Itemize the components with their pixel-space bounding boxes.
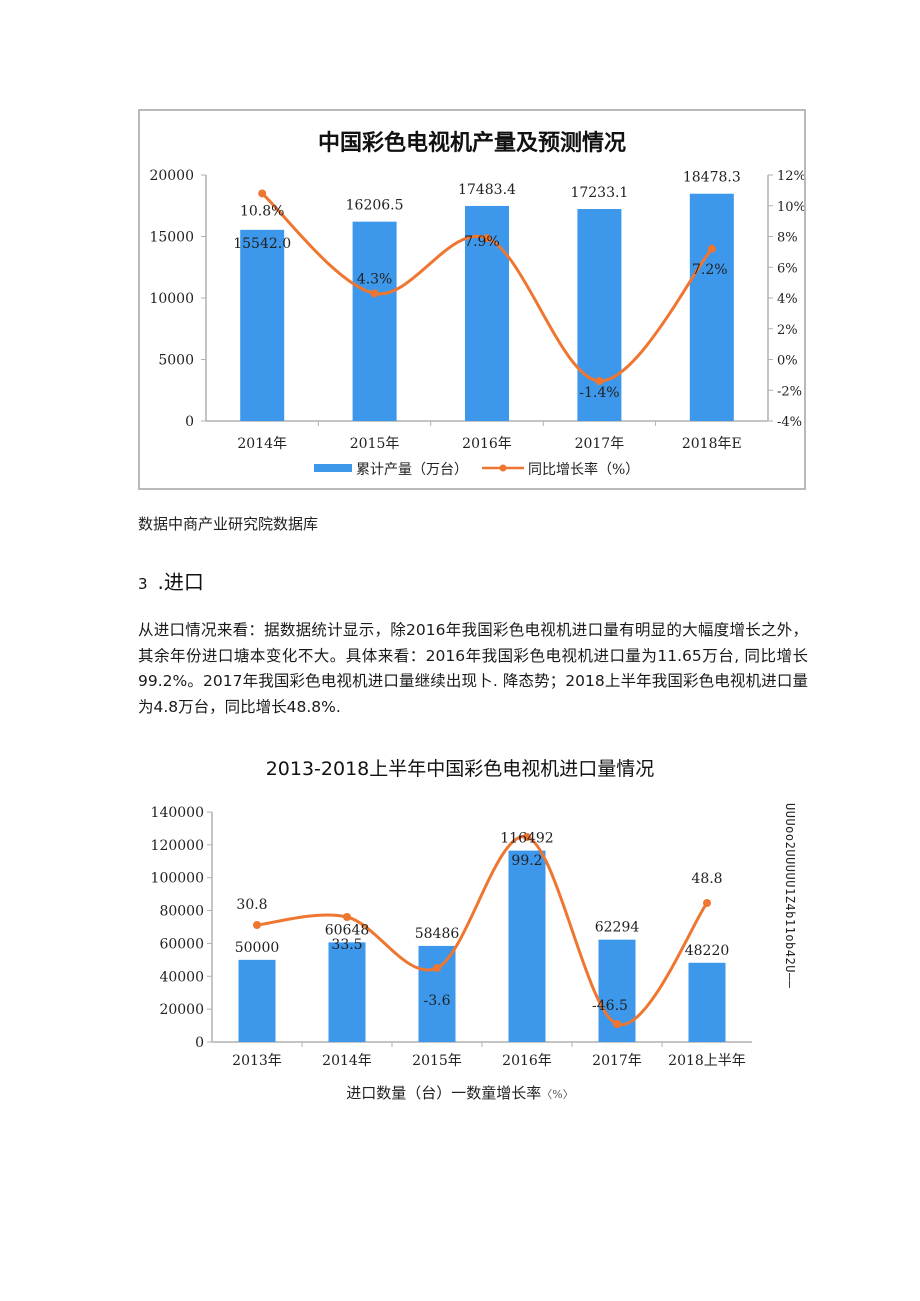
svg-text:18478.3: 18478.3 bbox=[683, 170, 741, 186]
side-ocr-artifact: UUUoo2UUUUU1Z4b11ob42U—— bbox=[783, 803, 797, 989]
chart2-legend-text: 进口数量（台）一数童增长率 bbox=[346, 1084, 542, 1102]
svg-text:15000: 15000 bbox=[149, 230, 194, 246]
svg-text:140000: 140000 bbox=[151, 805, 204, 821]
svg-text:116492: 116492 bbox=[500, 831, 553, 847]
chart1-title: 中国彩色电视机产量及预测情况 bbox=[317, 130, 626, 156]
svg-text:60648: 60648 bbox=[325, 922, 370, 938]
svg-text:0: 0 bbox=[185, 414, 194, 430]
svg-text:16206.5: 16206.5 bbox=[346, 198, 404, 214]
svg-text:-3.6: -3.6 bbox=[424, 993, 451, 1009]
svg-text:-2%: -2% bbox=[777, 384, 802, 399]
svg-text:6%: 6% bbox=[777, 261, 798, 276]
svg-text:62294: 62294 bbox=[595, 920, 640, 936]
svg-text:17233.1: 17233.1 bbox=[570, 185, 628, 201]
svg-text:2018年E: 2018年E bbox=[682, 436, 742, 452]
svg-text:48220: 48220 bbox=[685, 943, 730, 959]
chart2-legend-suffix: 〈%〉 bbox=[541, 1088, 574, 1101]
svg-text:33.5: 33.5 bbox=[331, 937, 362, 953]
svg-text:7.9%: 7.9% bbox=[464, 234, 500, 250]
svg-text:15542.0: 15542.0 bbox=[233, 236, 291, 252]
svg-text:2014年: 2014年 bbox=[237, 436, 287, 452]
svg-text:40000: 40000 bbox=[159, 969, 204, 985]
section-title: .进口 bbox=[157, 570, 204, 594]
svg-text:60000: 60000 bbox=[159, 936, 204, 952]
svg-text:50000: 50000 bbox=[235, 940, 280, 956]
svg-text:2%: 2% bbox=[777, 323, 798, 338]
svg-text:8%: 8% bbox=[777, 231, 798, 246]
chart1-source-caption: 数据中商产业研究院数据库 bbox=[138, 515, 319, 533]
svg-text:-1.4%: -1.4% bbox=[579, 385, 619, 401]
chart2-plot: 0 20000 40000 60000 80000 100000 120000 140000 2… bbox=[151, 805, 752, 1069]
svg-text:2015年: 2015年 bbox=[350, 436, 400, 452]
svg-text:4.3%: 4.3% bbox=[357, 271, 393, 287]
body-paragraph: 从进口情况来看：据数据统计显示，除2016年我国彩色电视机进口量有明显的大幅度增… bbox=[138, 621, 808, 716]
chart1-plot: 0 5000 10000 15000 20000 -4% -2% 0% 2% 4% 6% 8% 10% 1… bbox=[149, 168, 804, 478]
svg-text:2016年: 2016年 bbox=[502, 1053, 552, 1069]
svg-text:0: 0 bbox=[195, 1035, 204, 1051]
svg-text:58486: 58486 bbox=[415, 926, 460, 942]
chart2-title: 2013-2018上半年中国彩色电视机进口量情况 bbox=[265, 758, 655, 780]
svg-text:17483.4: 17483.4 bbox=[458, 182, 516, 198]
svg-text:10.8%: 10.8% bbox=[240, 203, 284, 219]
svg-text:2018上半年: 2018上半年 bbox=[668, 1053, 746, 1069]
svg-text:同比增长率（%）: 同比增长率（%） bbox=[528, 461, 639, 478]
svg-text:10000: 10000 bbox=[149, 291, 194, 307]
svg-text:48.8: 48.8 bbox=[691, 871, 722, 887]
svg-text:99.2: 99.2 bbox=[511, 853, 542, 869]
svg-text:100000: 100000 bbox=[151, 871, 204, 887]
svg-text:120000: 120000 bbox=[151, 838, 204, 854]
svg-text:2016年: 2016年 bbox=[462, 436, 512, 452]
svg-text:2017年: 2017年 bbox=[575, 436, 625, 452]
svg-text:20000: 20000 bbox=[159, 1002, 204, 1018]
svg-text:2017年: 2017年 bbox=[592, 1053, 642, 1069]
chart1-frame: 中国彩色电视机产量及预测情况 0 5000 10000 15000 20000 -4% -2… bbox=[138, 109, 806, 490]
svg-text:4%: 4% bbox=[777, 292, 798, 307]
svg-text:2014年: 2014年 bbox=[322, 1053, 372, 1069]
svg-text:80000: 80000 bbox=[159, 904, 204, 920]
svg-text:7.2%: 7.2% bbox=[692, 262, 728, 278]
svg-text:-46.5: -46.5 bbox=[592, 998, 628, 1014]
svg-text:30.8: 30.8 bbox=[236, 897, 267, 913]
svg-text:-4%: -4% bbox=[777, 415, 802, 430]
svg-text:5000: 5000 bbox=[158, 353, 194, 369]
svg-text:累计产量（万台）: 累计产量（万台） bbox=[356, 462, 468, 478]
svg-text:0%: 0% bbox=[777, 354, 798, 369]
svg-text:2013年: 2013年 bbox=[232, 1053, 282, 1069]
section-number: 3 bbox=[138, 575, 148, 593]
section-heading: 3 .进口 bbox=[138, 566, 204, 595]
svg-text:20000: 20000 bbox=[149, 168, 194, 184]
svg-text:12%: 12% bbox=[777, 169, 804, 184]
svg-text:10%: 10% bbox=[777, 200, 804, 215]
chart2-legend: 进口数量（台）一数童增长率〈%〉 bbox=[0, 1082, 920, 1103]
svg-text:2015年: 2015年 bbox=[412, 1053, 462, 1069]
